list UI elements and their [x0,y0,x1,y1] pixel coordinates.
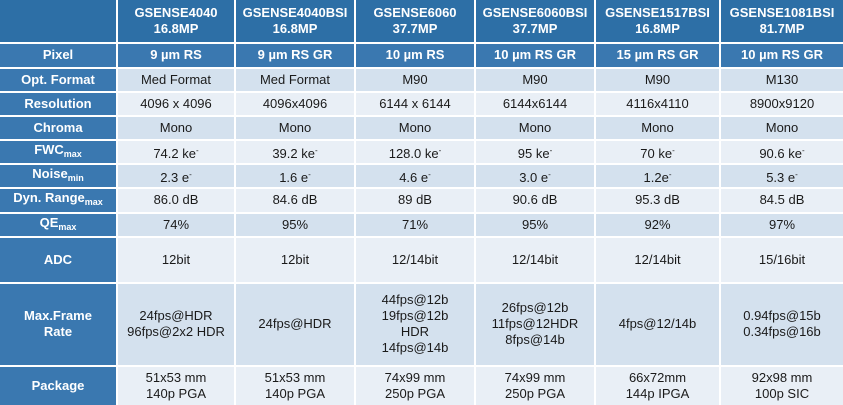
table-cell: 24fps@HDR 96fps@2x2 HDR [118,284,236,367]
table-cell: Mono [476,116,596,142]
table-cell: 4096 x 4096 [118,92,236,117]
table-cell: Med Format [236,68,356,93]
table-cell: 70 ke- [596,141,721,166]
table-cell: Mono [356,116,476,142]
row-label: Dyn. Rangemax [0,189,118,214]
table-cell: 95% [236,213,356,238]
table-cell: 97% [721,213,843,238]
table-cell: 1.2e- [596,165,721,190]
table-cell: 89 dB [356,189,476,214]
table-cell: M90 [476,68,596,93]
table-cell: 15 µm RS GR [596,44,721,69]
table-cell: 8900x9120 [721,92,843,117]
table-cell: 128.0 ke- [356,141,476,166]
row-label: ADC [0,237,118,285]
table-cell: 71% [356,213,476,238]
row-label: Chroma [0,116,118,142]
row-label: Resolution [0,92,118,117]
table-cell: 10 µm RS GR [721,44,843,69]
table-cell: 74x99 mm 250p PGA [476,366,596,405]
table-cell: 15/16bit [721,237,843,285]
table-cell: 92x98 mm 100p SIC [721,366,843,405]
table-cell: 90.6 dB [476,189,596,214]
table-cell: 66x72mm 144p IPGA [596,366,721,405]
resolution-row: Resolution 4096 x 4096 4096x4096 6144 x … [0,92,843,117]
qe-row: QEmax 74% 95% 71% 95% 92% 97% [0,213,843,238]
table-cell: 9 µm RS [118,44,236,69]
table-cell: 4.6 e- [356,165,476,190]
table-cell: 86.0 dB [118,189,236,214]
table-cell: 90.6 ke- [721,141,843,166]
row-label: Noisemin [0,165,118,190]
fwc-row: FWCmax 74.2 ke- 39.2 ke- 128.0 ke- 95 ke… [0,141,843,166]
corner-cell [0,0,118,45]
row-label: FWCmax [0,141,118,166]
table-cell: 95 ke- [476,141,596,166]
table-cell: 10 µm RS GR [476,44,596,69]
table-cell: 6144x6144 [476,92,596,117]
chroma-row: Chroma Mono Mono Mono Mono Mono Mono [0,116,843,142]
table-cell: 74x99 mm 250p PGA [356,366,476,405]
row-label: QEmax [0,213,118,238]
table-cell: 12/14bit [356,237,476,285]
table-cell: 51x53 mm 140p PGA [236,366,356,405]
table-cell: 6144 x 6144 [356,92,476,117]
column-header: GSENSE4040 16.8MP [118,0,236,45]
row-label: Max.Frame Rate [0,284,118,367]
column-header: GSENSE1517BSI 16.8MP [596,0,721,45]
frame-rate-row: Max.Frame Rate 24fps@HDR 96fps@2x2 HDR 24f… [0,284,843,367]
table-cell: 5.3 e- [721,165,843,190]
column-header: GSENSE1081BSI 81.7MP [721,0,843,45]
table-cell: 44fps@12b 19fps@12b HDR 14fps@14b [356,284,476,367]
adc-row: ADC 12bit 12bit 12/14bit 12/14bit 12/14b… [0,237,843,285]
table-cell: 10 µm RS [356,44,476,69]
table-cell: 4096x4096 [236,92,356,117]
pixel-row: Pixel 9 µm RS 9 µm RS GR 10 µm RS 10 µm … [0,44,843,69]
table-cell: Mono [236,116,356,142]
table-cell: 39.2 ke- [236,141,356,166]
table-cell: Med Format [118,68,236,93]
column-header: GSENSE6060 37.7MP [356,0,476,45]
table-cell: Mono [721,116,843,142]
table-cell: 1.6 e- [236,165,356,190]
opt-format-row: Opt. Format Med Format Med Format M90 M9… [0,68,843,93]
table-cell: 24fps@HDR [236,284,356,367]
table-cell: 0.94fps@15b 0.34fps@16b [721,284,843,367]
table-cell: M90 [356,68,476,93]
row-label: Package [0,366,118,405]
table-cell: 12bit [118,237,236,285]
table-cell: 84.6 dB [236,189,356,214]
table-cell: 3.0 e- [476,165,596,190]
table-cell: 51x53 mm 140p PGA [118,366,236,405]
table-cell: 92% [596,213,721,238]
table-cell: 74% [118,213,236,238]
row-label: Opt. Format [0,68,118,93]
table-cell: 95.3 dB [596,189,721,214]
noise-row: Noisemin 2.3 e- 1.6 e- 4.6 e- 3.0 e- 1.2… [0,165,843,190]
table-cell: 12/14bit [476,237,596,285]
table-cell: 12/14bit [596,237,721,285]
table-cell: M130 [721,68,843,93]
table-cell: 12bit [236,237,356,285]
table-cell: 84.5 dB [721,189,843,214]
table-cell: 74.2 ke- [118,141,236,166]
table-cell: 4116x4110 [596,92,721,117]
table-cell: Mono [596,116,721,142]
dyn-range-row: Dyn. Rangemax 86.0 dB 84.6 dB 89 dB 90.6… [0,189,843,214]
table-cell: Mono [118,116,236,142]
header-row: GSENSE4040 16.8MP GSENSE4040BSI 16.8MP GSE… [0,0,843,45]
table-cell: 4fps@12/14b [596,284,721,367]
table-cell: 26fps@12b 11fps@12HDR 8fps@14b [476,284,596,367]
table-cell: 9 µm RS GR [236,44,356,69]
package-row: Package 51x53 mm 140p PGA 51x53 mm 140p PG… [0,366,843,405]
row-label: Pixel [0,44,118,69]
column-header: GSENSE6060BSI 37.7MP [476,0,596,45]
table-cell: 95% [476,213,596,238]
table-cell: 2.3 e- [118,165,236,190]
column-header: GSENSE4040BSI 16.8MP [236,0,356,45]
table-cell: M90 [596,68,721,93]
